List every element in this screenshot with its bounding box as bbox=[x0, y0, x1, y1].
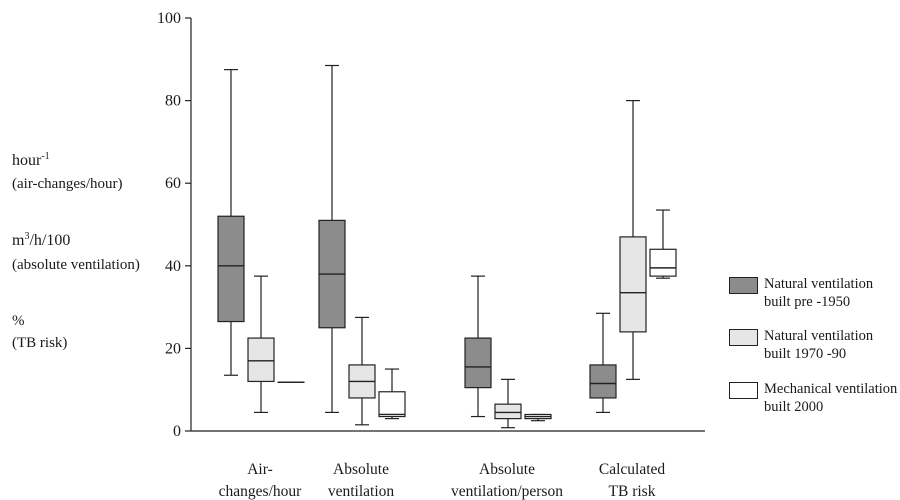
y-label-percent: % bbox=[12, 313, 25, 329]
box-iqr bbox=[464, 337, 492, 389]
box-iqr bbox=[217, 215, 245, 323]
y-tick-label: 80 bbox=[165, 93, 181, 110]
y-label-tb-risk: (TB risk) bbox=[12, 335, 68, 351]
x-category-label: Absolute bbox=[333, 461, 389, 478]
legend-line1: Mechanical ventilation bbox=[764, 381, 898, 397]
y-label-air-changes: (air-changes/hour) bbox=[12, 176, 123, 192]
y-label-hour: hour-1 bbox=[12, 148, 50, 170]
y-tick-label: 40 bbox=[165, 258, 181, 275]
legend-swatch-2000 bbox=[729, 382, 758, 399]
box-iqr bbox=[649, 248, 677, 277]
box-iqr bbox=[378, 391, 406, 418]
y-label-m3h-sup: 3 bbox=[24, 231, 30, 242]
x-category-label: ventilation bbox=[328, 483, 395, 500]
y-label-hour-sup: -1 bbox=[41, 151, 50, 162]
y-label-m3h-pre: m bbox=[12, 232, 25, 249]
box-iqr bbox=[619, 236, 647, 333]
y-tick-label: 100 bbox=[157, 10, 181, 27]
legend-swatch-1970-90 bbox=[729, 329, 758, 346]
legend-line2: built 2000 bbox=[764, 399, 824, 415]
x-category-label: TB risk bbox=[609, 483, 656, 500]
y-label-hour-text: hour bbox=[12, 152, 42, 169]
y-tick-label: 60 bbox=[165, 175, 181, 192]
box-iqr bbox=[494, 403, 522, 420]
x-category-label: Absolute bbox=[479, 461, 535, 478]
legend-line2: built pre -1950 bbox=[764, 294, 851, 310]
x-category-label: ventilation/person bbox=[451, 483, 563, 500]
y-label-absolute-ventilation: (absolute ventilation) bbox=[12, 257, 140, 273]
legend-line2: built 1970 -90 bbox=[764, 346, 847, 362]
x-category-label: Calculated bbox=[599, 461, 666, 478]
legend-text-pre-1950: Natural ventilation built pre -1950 bbox=[764, 275, 900, 311]
y-tick-label: 20 bbox=[165, 340, 181, 357]
legend-line1: Natural ventilation bbox=[764, 328, 874, 344]
y-label-m3h-post: /h/100 bbox=[29, 232, 71, 249]
box-iqr bbox=[589, 364, 617, 399]
y-tick-label: 0 bbox=[173, 423, 181, 440]
x-category-label: Air- bbox=[247, 461, 273, 478]
legend-text-1970-90: Natural ventilation built 1970 -90 bbox=[764, 327, 900, 363]
legend-line1: Natural ventilation bbox=[764, 276, 874, 292]
x-category-label: changes/hour bbox=[219, 483, 302, 500]
box-iqr bbox=[247, 337, 275, 383]
legend-text-2000: Mechanical ventilation built 2000 bbox=[764, 380, 900, 416]
y-label-m3h: m3/h/100 bbox=[12, 228, 70, 250]
legend-swatch-pre-1950 bbox=[729, 277, 758, 294]
